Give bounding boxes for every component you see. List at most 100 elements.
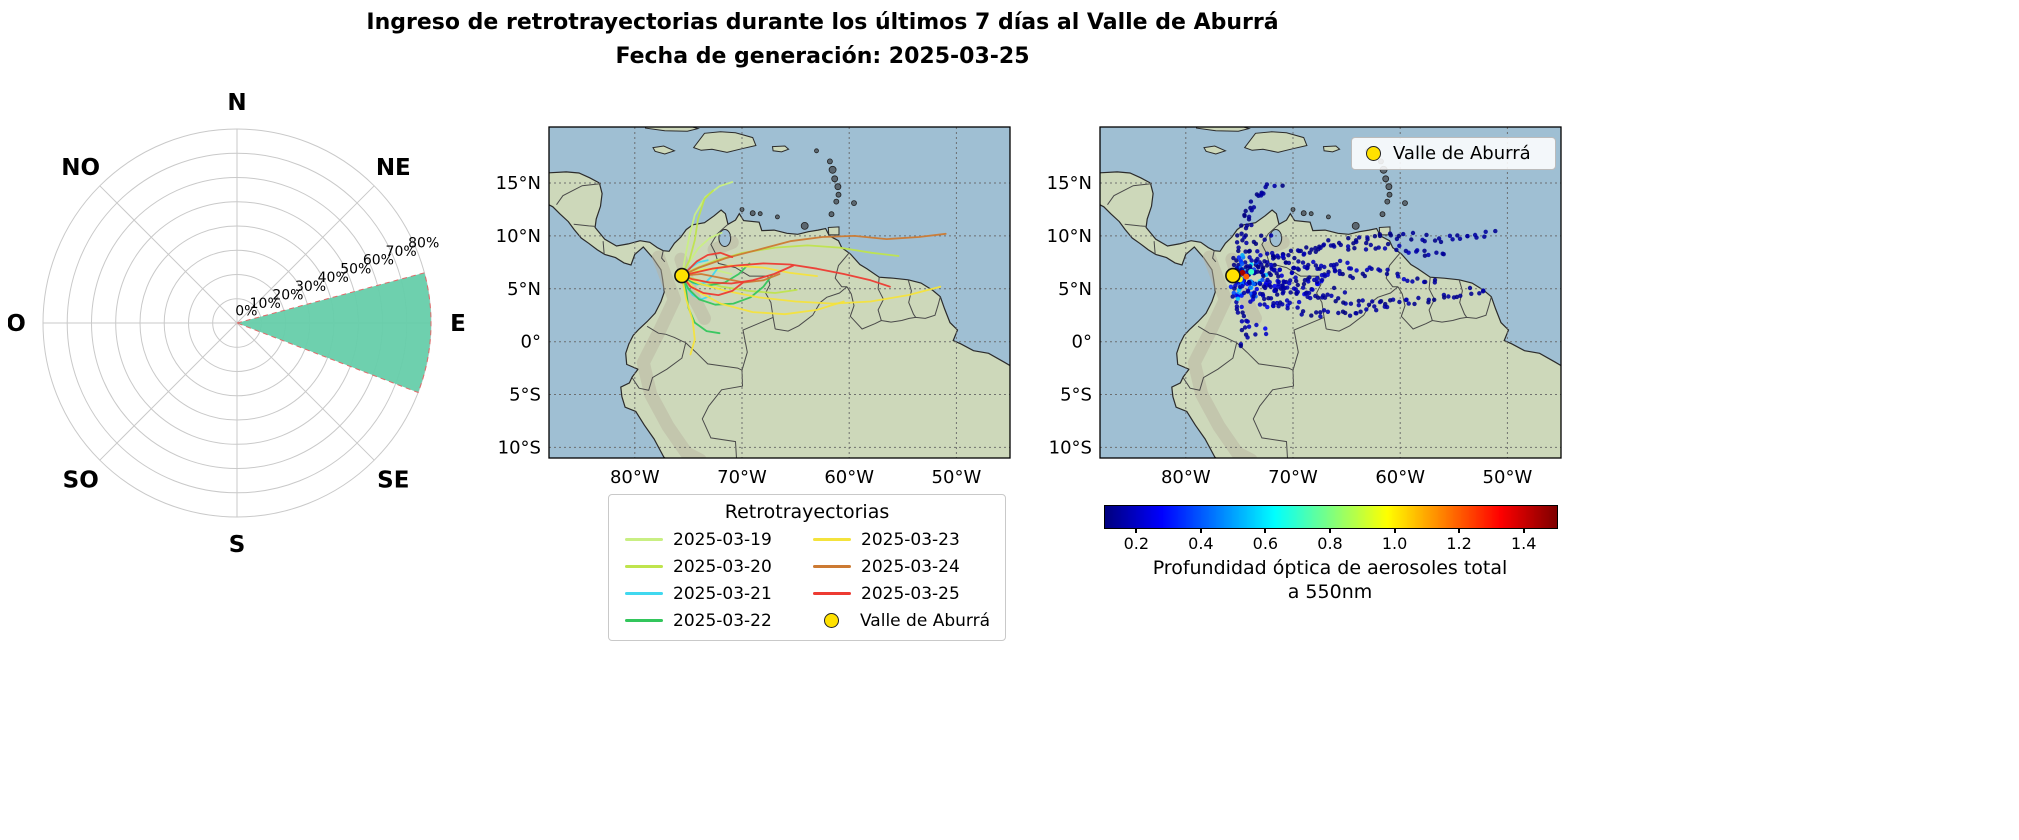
aod-point xyxy=(1262,237,1267,242)
aod-point xyxy=(1240,310,1245,315)
colorbar-tick-label: 1.4 xyxy=(1510,534,1537,553)
trajectory-line xyxy=(681,262,751,287)
island xyxy=(1203,145,1227,155)
map-inline-legend: Valle de Aburrá xyxy=(1351,137,1556,170)
map-frame xyxy=(548,126,1011,459)
legend-entries: 2025-03-19 2025-03-20 2025-03-21 2025-03-22… xyxy=(619,526,995,634)
aod-point xyxy=(1248,199,1254,204)
aod-point xyxy=(1279,273,1284,278)
aod-point xyxy=(1432,280,1437,285)
radial-tick-label: 20% xyxy=(272,288,303,304)
aod-point xyxy=(1372,234,1378,239)
aod-point xyxy=(1260,268,1265,273)
small-island xyxy=(851,200,857,206)
aod-point xyxy=(1276,279,1281,284)
aod-point xyxy=(1395,274,1401,279)
windrose-sector xyxy=(235,272,432,394)
aod-point xyxy=(1309,247,1314,252)
aod-point xyxy=(1235,310,1241,315)
aod-point xyxy=(1228,284,1234,289)
compass-label: S xyxy=(229,532,246,558)
aod-point xyxy=(1322,264,1327,270)
aod-point xyxy=(1313,245,1318,251)
aod-point xyxy=(1265,304,1270,310)
legend-entry: Valle de Aburrá xyxy=(807,611,995,631)
aod-point xyxy=(1254,322,1259,328)
colorbar-tick xyxy=(1264,528,1267,533)
aod-map: 80°W 70°W 60°W 50°W 15°N 10°N 5°N 0° 5°S 10°S xyxy=(1047,126,1562,488)
aod-point xyxy=(1235,233,1240,238)
aod-point xyxy=(1432,297,1437,302)
aod-point xyxy=(1255,249,1260,254)
aod-point xyxy=(1351,241,1356,246)
aod-point xyxy=(1426,252,1431,258)
aod-point xyxy=(1370,299,1375,304)
aod-point xyxy=(1426,297,1431,302)
trajectory-line xyxy=(681,232,947,277)
aod-point xyxy=(1319,277,1325,283)
legend-entry-label: 2025-03-25 xyxy=(861,583,960,604)
aod-point xyxy=(1302,251,1307,256)
lake-maracaibo xyxy=(718,229,732,247)
aod-point xyxy=(1263,326,1268,331)
aod-point xyxy=(1368,242,1373,248)
aod-point xyxy=(1424,232,1429,238)
aod-point xyxy=(1239,319,1245,324)
island xyxy=(652,145,676,155)
colorbar-tick-label: 1.2 xyxy=(1446,534,1472,553)
small-island xyxy=(1402,200,1408,206)
aod-point xyxy=(1253,332,1258,337)
aod-point xyxy=(1318,314,1323,319)
trajectory-line xyxy=(681,273,781,284)
country-border xyxy=(907,279,917,318)
compass-label: NE xyxy=(376,155,411,181)
aod-point xyxy=(1321,308,1327,313)
aod-point xyxy=(1385,267,1390,272)
small-island xyxy=(833,198,840,205)
small-island xyxy=(1351,222,1360,230)
legend-entry: 2025-03-20 xyxy=(619,557,807,577)
aod-point xyxy=(1276,274,1281,279)
legend-entry-label: 2025-03-22 xyxy=(673,610,772,631)
aod-point xyxy=(1302,264,1307,270)
aod-point-high xyxy=(1239,269,1246,276)
x-tick-label: 50°W xyxy=(932,467,982,488)
aod-point xyxy=(1458,293,1463,298)
y-tick-label: 5°S xyxy=(509,385,541,406)
trajectory-line xyxy=(681,274,744,296)
country-border xyxy=(1261,223,1327,330)
aod-point xyxy=(1280,291,1285,296)
aod-point xyxy=(1302,278,1308,283)
island xyxy=(1196,127,1251,132)
aod-point xyxy=(1356,298,1361,304)
aod-point xyxy=(1239,223,1244,228)
radial-tick-label: 60% xyxy=(363,253,394,269)
aod-point xyxy=(1384,304,1390,310)
aod-point xyxy=(1440,251,1445,256)
compass-label: SO xyxy=(63,467,99,493)
aod-point xyxy=(1311,259,1316,265)
aod-point xyxy=(1241,290,1247,296)
aod-point xyxy=(1307,275,1312,280)
legend-line-swatch xyxy=(813,592,851,595)
aod-point xyxy=(1415,276,1420,281)
country-border xyxy=(685,342,744,458)
aod-point xyxy=(1337,258,1343,264)
aod-point xyxy=(1345,244,1351,249)
aod-point xyxy=(1315,276,1320,281)
colorbar-tick-label: 1.0 xyxy=(1381,534,1408,553)
aod-point xyxy=(1234,307,1240,312)
aod-point xyxy=(1242,212,1247,218)
aod-point xyxy=(1235,296,1240,301)
small-island xyxy=(1386,191,1393,198)
aod-point xyxy=(1388,298,1393,303)
aod-point xyxy=(1457,236,1463,241)
aod-point xyxy=(1377,268,1383,273)
x-tick-label: 60°W xyxy=(824,467,874,488)
small-island xyxy=(826,158,833,165)
map-frame xyxy=(1099,126,1562,459)
aod-point xyxy=(1374,308,1379,313)
aod-point xyxy=(1325,272,1330,277)
country-border xyxy=(1153,241,1156,255)
aod-point xyxy=(1333,299,1338,304)
